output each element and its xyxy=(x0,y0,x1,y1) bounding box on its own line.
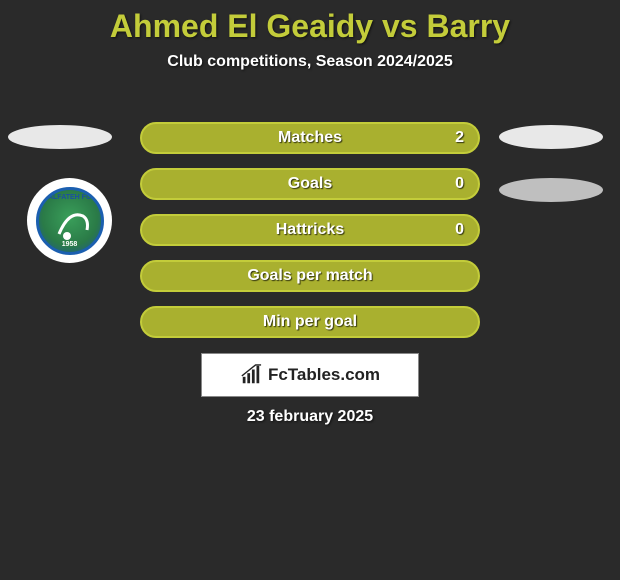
club-badge-bottom-text: 1958 xyxy=(39,241,101,248)
left-player-ellipse xyxy=(8,125,112,149)
page-title: Ahmed El Geaidy vs Barry xyxy=(0,0,620,45)
stat-label: Goals xyxy=(288,175,332,193)
club-badge-inner: ALFATEH FC 1958 xyxy=(36,187,104,255)
stat-row: Goals per match xyxy=(140,260,480,292)
club-badge: ALFATEH FC 1958 xyxy=(27,178,112,263)
stat-value: 0 xyxy=(455,221,464,239)
stat-row: Goals 0 xyxy=(140,168,480,200)
stat-label: Min per goal xyxy=(263,313,357,331)
subtitle: Club competitions, Season 2024/2025 xyxy=(0,53,620,71)
stat-label: Hattricks xyxy=(276,221,344,239)
brand-text: FcTables.com xyxy=(268,365,380,385)
right-player-ellipse-top xyxy=(499,125,603,149)
stat-row: Matches 2 xyxy=(140,122,480,154)
stat-value: 2 xyxy=(455,129,464,147)
stat-row: Hattricks 0 xyxy=(140,214,480,246)
stat-value: 0 xyxy=(455,175,464,193)
brand-box: FcTables.com xyxy=(201,353,419,397)
stat-label: Matches xyxy=(278,129,342,147)
date-text: 23 february 2025 xyxy=(0,408,620,426)
chart-icon xyxy=(240,364,262,386)
right-player-ellipse-bottom xyxy=(499,178,603,202)
stat-rows-container: Matches 2 Goals 0 Hattricks 0 Goals per match M… xyxy=(140,122,480,352)
stat-row: Min per goal xyxy=(140,306,480,338)
stat-label: Goals per match xyxy=(247,267,372,285)
